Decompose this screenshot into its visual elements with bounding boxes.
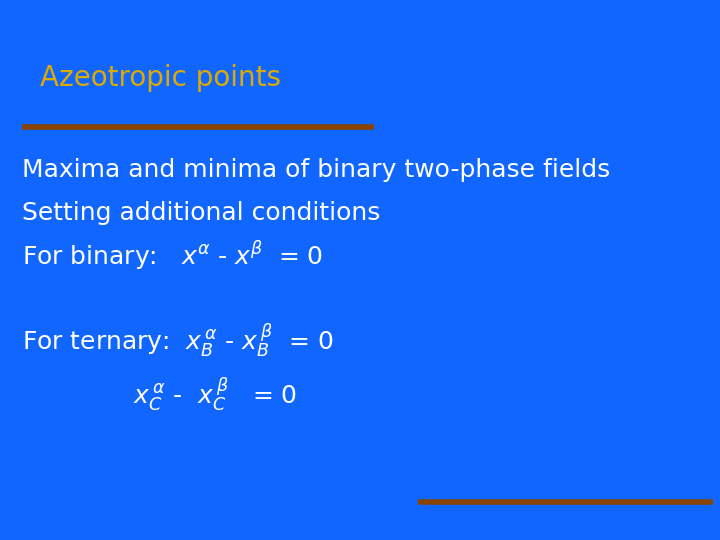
Text: For ternary:  $x_B^{\,\alpha}$ - $x_B^{\,\beta}$  = 0: For ternary: $x_B^{\,\alpha}$ - $x_B^{\,… [22,321,333,359]
Text: $x_C^{\,\alpha}$ -  $x_C^{\,\beta}$   = 0: $x_C^{\,\alpha}$ - $x_C^{\,\beta}$ = 0 [133,375,297,413]
Text: Azeotropic points: Azeotropic points [40,64,281,92]
Text: Setting additional conditions: Setting additional conditions [22,201,380,225]
Text: For binary:   $x^{\alpha}$ - $x^{\beta}$  = 0: For binary: $x^{\alpha}$ - $x^{\beta}$ =… [22,240,323,273]
Text: Maxima and minima of binary two-phase fields: Maxima and minima of binary two-phase fi… [22,158,610,182]
